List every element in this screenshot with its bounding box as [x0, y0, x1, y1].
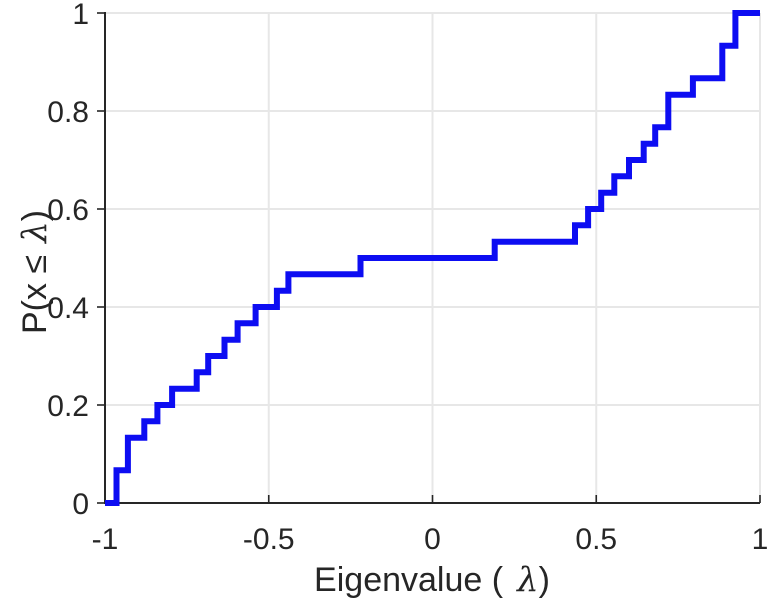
x-tick-label: 1: [752, 523, 768, 556]
y-axis-label: P(x ≤λ): [15, 210, 55, 334]
tick-labels: -1 -0.5 0 0.5 1 0 0.2 0.4 0.6 0.8 1: [47, 0, 768, 556]
x-axis-label: Eigenvalue (λ): [314, 560, 550, 600]
ecdf-step-line: [105, 10, 760, 506]
x-tick-label: -1: [92, 523, 119, 556]
x-tick-label: -0.5: [243, 523, 295, 556]
y-tick-label: 1: [72, 0, 89, 31]
x-tick-label: 0: [424, 523, 441, 556]
grid-lines: [105, 12, 761, 503]
y-tick-label: 0: [72, 488, 89, 521]
y-tick-label: 0.8: [47, 96, 89, 129]
y-tick-label: 0.2: [47, 390, 89, 423]
y-tick-label: 0.6: [47, 194, 89, 227]
x-tick-label: 0.5: [575, 523, 617, 556]
y-tick-label: 0.4: [47, 292, 89, 325]
